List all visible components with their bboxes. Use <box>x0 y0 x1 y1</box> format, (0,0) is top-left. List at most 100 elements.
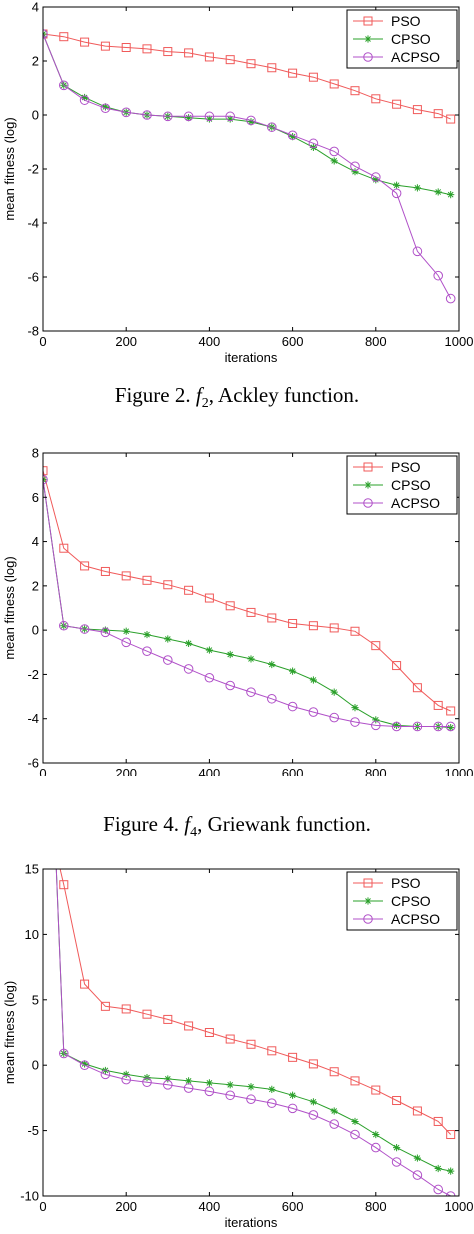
data-point-pso <box>246 59 256 69</box>
caption-figure-2: Figure 2. f2, Ackley function. <box>0 383 474 412</box>
data-point-acpso <box>100 627 111 638</box>
legend-marker-pso <box>363 462 373 472</box>
y-tick-label: -6 <box>27 756 39 771</box>
data-point-cpso <box>247 655 255 663</box>
y-tick-label: -5 <box>27 1123 39 1138</box>
y-tick-label: -4 <box>27 216 39 231</box>
data-point-acpso <box>350 161 360 172</box>
legend-marker-acpso <box>363 52 373 62</box>
series-line-acpso <box>55 869 451 1196</box>
series-cpso <box>43 475 455 732</box>
data-point-acpso <box>267 1098 277 1108</box>
y-axis-label: mean fitness (log) <box>2 556 17 659</box>
data-point-cpso <box>330 688 338 696</box>
data-point-pso <box>350 626 360 636</box>
data-point-pso <box>308 72 318 82</box>
x-tick-label: 1000 <box>445 1199 474 1214</box>
data-point-acpso <box>59 620 69 631</box>
data-point-cpso <box>143 630 151 639</box>
legend-marker-cpso <box>364 35 372 43</box>
data-point-pso <box>59 32 69 42</box>
data-point-pso <box>412 1106 422 1116</box>
data-point-pso <box>121 43 131 52</box>
data-point-pso <box>308 621 318 631</box>
data-point-acpso <box>142 110 152 120</box>
data-point-pso <box>392 99 402 109</box>
data-point-pso <box>371 94 381 104</box>
data-point-cpso <box>330 1107 338 1115</box>
data-point-pso <box>142 575 152 585</box>
data-point-acpso <box>445 721 456 732</box>
legend-marker-cpso <box>364 897 372 905</box>
y-tick-label: -8 <box>27 324 39 339</box>
data-point-pso <box>288 68 298 78</box>
data-point-cpso <box>81 93 89 102</box>
data-point-acpso <box>183 664 194 674</box>
data-point-acpso <box>100 103 111 114</box>
data-point-acpso <box>59 80 69 91</box>
data-point-pso <box>412 683 422 693</box>
y-tick-label: 6 <box>32 490 39 505</box>
data-point-acpso <box>350 717 360 727</box>
data-point-pso <box>204 1028 214 1037</box>
y-tick-label: 10 <box>25 927 39 942</box>
data-point-acpso <box>329 146 340 157</box>
data-point-cpso <box>81 1060 89 1068</box>
data-point-pso <box>329 1067 339 1077</box>
data-point-acpso <box>79 624 90 634</box>
data-point-acpso <box>79 95 90 105</box>
caption-fsub: 4 <box>190 825 198 841</box>
x-axis-label: iterations <box>225 1215 278 1229</box>
chart-third-svg: 0 200 400 600 800 1000 -10 -5 0 5 10 15 iterations me… <box>2 862 474 1231</box>
data-point-pso <box>371 641 381 651</box>
data-point-acpso <box>412 246 423 257</box>
data-point-acpso <box>308 1110 319 1120</box>
data-point-pso <box>59 543 69 553</box>
data-point-pso <box>80 37 90 47</box>
data-point-pso <box>184 585 194 595</box>
data-point-pso <box>184 48 194 58</box>
y-tick-label: 5 <box>32 992 39 1007</box>
data-point-pso <box>43 466 48 476</box>
data-point-acpso <box>204 672 215 683</box>
x-tick-label: 800 <box>365 766 387 776</box>
x-tick-label: 0 <box>39 766 46 776</box>
data-point-pso <box>371 1085 381 1095</box>
data-point-cpso <box>351 168 359 176</box>
legend-label-pso: PSO <box>391 459 421 475</box>
data-point-cpso <box>434 1164 442 1173</box>
data-point-acpso <box>163 111 173 122</box>
data-point-pso <box>246 1039 256 1049</box>
data-point-acpso <box>100 1069 111 1080</box>
caption-fname: f <box>195 383 202 407</box>
y-tick-label: 0 <box>32 1058 39 1073</box>
y-tick-label: 2 <box>32 578 39 593</box>
y-axis-label: mean fitness (log) <box>2 981 17 1084</box>
data-point-pso <box>225 1034 235 1044</box>
series-line-acpso <box>43 33 452 299</box>
y-tick-label: 0 <box>32 623 39 638</box>
y-tick-label: -2 <box>27 162 39 177</box>
series-acpso <box>43 29 456 304</box>
data-point-cpso <box>101 626 109 634</box>
data-point-acpso <box>391 188 402 199</box>
data-point-cpso <box>289 1091 297 1099</box>
data-point-pso <box>446 1130 456 1140</box>
series-cpso <box>43 30 455 199</box>
data-point-pso <box>412 105 422 115</box>
x-tick-label: 600 <box>282 334 304 349</box>
x-tick-label: 400 <box>199 766 221 776</box>
data-point-cpso <box>447 191 455 199</box>
data-point-cpso <box>268 1085 276 1093</box>
data-point-cpso <box>226 115 234 123</box>
legend-marker-pso <box>363 878 373 888</box>
data-point-pso <box>350 86 360 96</box>
x-tick-label: 1000 <box>445 334 474 349</box>
data-point-cpso <box>185 1077 193 1085</box>
caption-prefix: Figure 2. <box>114 383 196 407</box>
x-tick-label: 800 <box>365 334 387 349</box>
legend-label-acpso: ACPSO <box>391 911 440 927</box>
plot-frame <box>42 452 460 764</box>
data-point-acpso <box>225 111 235 122</box>
data-point-pso <box>163 1014 173 1024</box>
